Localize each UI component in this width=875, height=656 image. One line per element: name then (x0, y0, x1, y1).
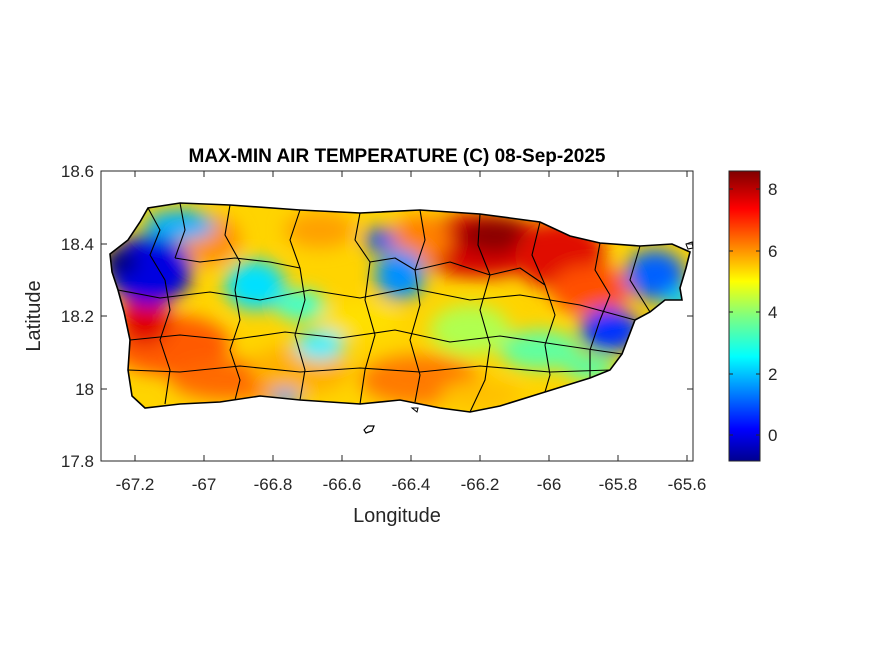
y-tick-label: 17.8 (61, 452, 94, 471)
colorbar-tick-labels: 8 6 4 2 0 (768, 180, 777, 445)
colorbar-tick-label: 6 (768, 242, 777, 261)
y-tick-label: 18.2 (61, 307, 94, 326)
municipality-boundaries (117, 202, 651, 413)
x-tick-label: -66.2 (461, 475, 500, 494)
colorbar-tick-label: 8 (768, 180, 777, 199)
y-tick-label: 18.6 (61, 162, 94, 181)
y-tick-labels: 18.6 18.4 18.2 18 17.8 (61, 162, 94, 471)
y-axis-label: Latitude (23, 280, 45, 351)
island-outline (109, 202, 691, 413)
small-islet (685, 241, 694, 250)
x-tick-labels: -67.2 -67 -66.8 -66.6 -66.4 -66.2 -66 -6… (116, 475, 707, 494)
x-axis-label: Longitude (353, 505, 441, 527)
x-tick-label: -66.4 (392, 475, 431, 494)
x-tick-label: -66 (537, 475, 562, 494)
colorbar-ticks (729, 188, 760, 436)
colorbar-tick-label: 2 (768, 365, 777, 384)
x-tick-label: -66.8 (254, 475, 293, 494)
small-islet (410, 407, 419, 413)
y-ticks (101, 170, 693, 462)
x-tick-label: -66.6 (323, 475, 362, 494)
x-ticks (134, 171, 688, 461)
colorbar (728, 170, 761, 462)
caja-de-muertos-island (363, 425, 375, 434)
plot-title: MAX-MIN AIR TEMPERATURE (C) 08-Sep-2025 (189, 146, 606, 167)
y-tick-label: 18.4 (61, 235, 94, 254)
x-tick-label: -65.6 (668, 475, 707, 494)
y-tick-label: 18 (75, 380, 94, 399)
colorbar-tick-label: 0 (768, 426, 777, 445)
x-tick-label: -65.8 (599, 475, 638, 494)
x-tick-label: -67 (192, 475, 217, 494)
colorbar-tick-label: 4 (768, 303, 777, 322)
x-tick-label: -67.2 (116, 475, 155, 494)
